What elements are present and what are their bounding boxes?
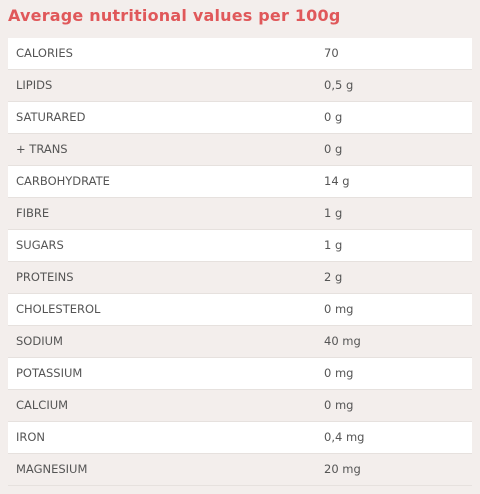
nutrient-value: 0 g <box>324 142 343 156</box>
table-row-saturared: SATURARED 0 g <box>8 102 472 134</box>
table-row-iron: IRON 0,4 mg <box>8 422 472 454</box>
nutrient-value: 1 g <box>324 206 343 220</box>
table-row-magnesium: MAGNESIUM 20 mg <box>8 454 472 486</box>
nutrient-name: CARBOHYDRATE <box>16 174 110 188</box>
nutrient-value: 2 g <box>324 270 343 284</box>
nutrient-name: LIPIDS <box>16 78 53 92</box>
nutrition-table: CALORIES 70 LIPIDS 0,5 g SATURARED 0 g +… <box>8 38 472 486</box>
nutrient-name: SODIUM <box>16 334 63 348</box>
table-row-cholesterol: CHOLESTEROL 0 mg <box>8 294 472 326</box>
nutrient-value: 70 <box>324 46 339 60</box>
table-row-calcium: CALCIUM 0 mg <box>8 390 472 422</box>
nutrient-name: PROTEINS <box>16 270 74 284</box>
table-row-trans: + TRANS 0 g <box>8 134 472 166</box>
nutrient-value: 1 g <box>324 238 343 252</box>
nutrient-value: 0 mg <box>324 302 354 316</box>
nutrient-name: CALORIES <box>16 46 73 60</box>
nutrient-value: 0 mg <box>324 398 354 412</box>
table-row-potassium: POTASSIUM 0 mg <box>8 358 472 390</box>
nutrient-value: 0,5 g <box>324 78 354 92</box>
nutrient-name: SATURARED <box>16 110 86 124</box>
nutrient-name: + TRANS <box>16 142 68 156</box>
nutrient-value: 20 mg <box>324 462 361 476</box>
nutrient-name: MAGNESIUM <box>16 462 88 476</box>
nutrient-value: 0 mg <box>324 366 354 380</box>
nutrient-name: IRON <box>16 430 46 444</box>
nutrient-name: CALCIUM <box>16 398 69 412</box>
table-row-fibre: FIBRE 1 g <box>8 198 472 230</box>
nutrient-name: CHOLESTEROL <box>16 302 101 316</box>
table-row-proteins: PROTEINS 2 g <box>8 262 472 294</box>
nutrient-value: 0,4 mg <box>324 430 365 444</box>
table-row-sugars: SUGARS 1 g <box>8 230 472 262</box>
nutrient-name: FIBRE <box>16 206 50 220</box>
nutrient-value: 0 g <box>324 110 343 124</box>
nutrient-value: 14 g <box>324 174 350 188</box>
table-row-lipids: LIPIDS 0,5 g <box>8 70 472 102</box>
table-row-sodium: SODIUM 40 mg <box>8 326 472 358</box>
page-title: Average nutritional values per 100g <box>8 6 341 25</box>
nutrient-value: 40 mg <box>324 334 361 348</box>
nutrient-name: POTASSIUM <box>16 366 83 380</box>
nutrient-name: SUGARS <box>16 238 64 252</box>
table-row-calories: CALORIES 70 <box>8 38 472 70</box>
table-row-carbohydrate: CARBOHYDRATE 14 g <box>8 166 472 198</box>
